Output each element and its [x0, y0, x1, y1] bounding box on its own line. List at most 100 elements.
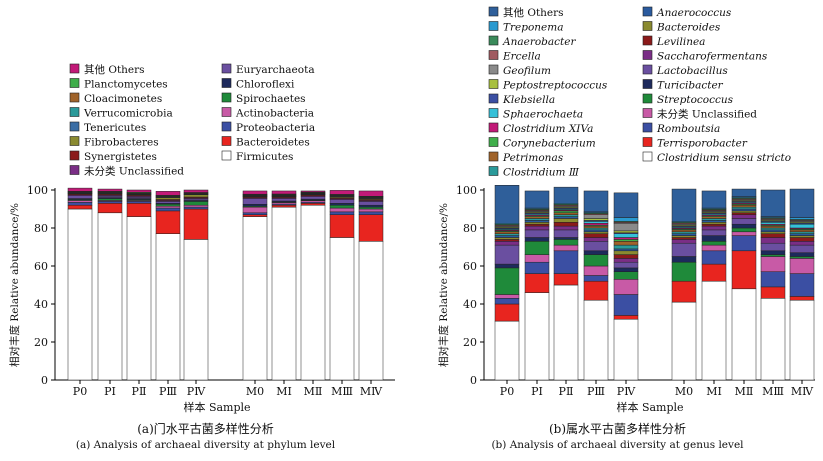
legend-label-synergistetes: Synergistetes [84, 151, 157, 163]
x-tick-label-p: PⅠ [531, 385, 543, 398]
bar-segment-others-m [271, 190, 297, 195]
bar-segment-bacteroidetes-p [97, 203, 123, 214]
x-tick-label-m: MⅢ [331, 385, 353, 398]
bar-segment-actinobacteria-p [155, 205, 181, 209]
y-tick-label: 80 [463, 222, 477, 235]
x-tick-label-m: MⅢ [762, 385, 784, 398]
bar-segment-bacteroides-p [613, 250, 639, 255]
legend-label-sphaerochaeta: Sphaerochaeta [503, 109, 583, 121]
bar-segment-romboutsia-p [613, 294, 639, 316]
legend-label-clostridium-xiva: Clostridium XIVa [503, 123, 593, 135]
legend-swatch-others [488, 6, 499, 17]
legend-swatch-actinobacteria [221, 107, 232, 117]
legend-swatch-chloroflexi [221, 78, 232, 88]
legend-swatch-bacteroidetes [221, 136, 232, 146]
bar-segment-proteobacteria-p [183, 206, 209, 210]
bar-segment-terrisporobacter-m0 [671, 280, 697, 303]
bar-segment-bacteroides-m [701, 222, 727, 225]
bar-segment-geofilum-p [613, 223, 639, 232]
bar-segment-turicibacter-p [524, 237, 550, 242]
bar-segment-spirochaetes-p [155, 204, 181, 207]
bar-segment-unclassified-m [760, 256, 786, 272]
legend-swatch-unclassified [69, 165, 80, 175]
bar-segment-streptococcus-p [583, 254, 609, 267]
bar-segment-bacteroides-p [583, 231, 609, 234]
legend-swatch-corynebacterium [488, 137, 499, 147]
bar-segment-treponema-p [613, 217, 639, 222]
caption-a-chinese: (a)门水平古菌多样性分析 [137, 422, 274, 436]
bar-segment-clostridium-m [701, 218, 727, 221]
bar-segment-bacteroidetes-m [300, 203, 326, 206]
x-tick-label-m: MⅣ [791, 385, 814, 398]
legend-label-others: 其他 Others [84, 63, 145, 76]
x-tick-label-p: PⅡ [559, 385, 574, 398]
bar-segment-lactobacillus-p [524, 229, 550, 238]
bar-segment-levilinea-m [760, 233, 786, 238]
bar-segment-lactobacillus-p [583, 241, 609, 252]
legend-label-peptostreptococcus: Peptostreptococcus [502, 80, 608, 92]
bar-segment-romboutsia-m [731, 235, 757, 252]
bar-segment-levilinea-m [701, 223, 727, 227]
legend-swatch-turicibacter [642, 79, 653, 89]
legend-swatch-streptococcus [642, 93, 653, 104]
bar-segment-euryarchaeota-m [329, 199, 355, 204]
legend-swatch-others [69, 63, 80, 74]
bar-segment-lactobacillus-m [789, 244, 815, 253]
legend-label-ercella: Ercella [502, 51, 541, 63]
bar-segment-others-m [701, 190, 727, 209]
bar-segment-romboutsia-m [789, 273, 815, 297]
legend-swatch-petrimonas [488, 151, 499, 162]
bar-segment-streptococcus-p0 [494, 267, 520, 295]
legend-swatch-ercella [488, 50, 499, 60]
bar-segment-unclassified-m [701, 244, 727, 252]
bar-segment-lactobacillus-m0 [671, 242, 697, 257]
bar-segment-bacteroides-m [760, 231, 786, 234]
bar-segment-clostridium-sensu-stricto-m [760, 298, 786, 381]
bar-segment-unclassified-p [613, 279, 639, 295]
legend-label-bacteroidetes: Bacteroidetes [236, 137, 310, 149]
legend-swatch-firmicutes [221, 150, 232, 161]
bar-segment-lactobacillus-m [731, 218, 757, 225]
bar-segment-peptostreptococcus-p [583, 218, 609, 221]
bar-segment-actinobacteria-p0 [67, 200, 93, 203]
bar-segment-levilinea-p [553, 222, 579, 227]
bar-segment-anaerococcus-p [553, 216, 579, 219]
bar-segment-bacteroides-m0 [671, 235, 697, 238]
x-tick-label-m: MⅡ [304, 385, 323, 398]
legend-swatch-clostridium-sensu-stricto [642, 151, 653, 162]
bar-segment-others-m [329, 190, 355, 195]
legend-swatch-bacteroides [642, 21, 653, 31]
bar-segment-bacteroidetes-p [155, 210, 181, 234]
bar-segment-firmicutes-p [183, 239, 209, 381]
bar-segment-terrisporobacter-m [701, 263, 727, 282]
bar-segment-others-p [183, 189, 209, 193]
bar-segment-levilinea-p [583, 233, 609, 238]
x-tick-label-p0: P0 [73, 385, 87, 398]
bar-segment-spirochaetes-m [358, 206, 384, 210]
bar-segment-saccharofermentans-p [583, 237, 609, 242]
legend-swatch-sphaerochaeta [488, 108, 499, 118]
bar-segment-proteobacteria-m0 [242, 212, 268, 215]
legend-label-petrimonas: Petrimonas [502, 152, 564, 164]
bar-segment-saccharofermentans-m [789, 241, 815, 246]
bar-segment-saccharofermentans-m [701, 225, 727, 231]
bar-segment-terrisporobacter-m [731, 250, 757, 290]
bar-segment-petrimonas-p [583, 225, 609, 229]
y-tick-label: 80 [34, 222, 48, 235]
legend-swatch-planctomycetes [69, 78, 80, 88]
legend-label-verrucomicrobia: Verrucomicrobia [83, 108, 173, 120]
y-tick-label: 20 [34, 336, 48, 349]
legend-swatch-geofilum [488, 64, 499, 75]
bar-segment-clostridium-p [553, 214, 579, 217]
bar-segment-clostridium-m [760, 227, 786, 231]
legend-swatch-terrisporobacter [642, 137, 653, 147]
bar-segment-romboutsia-m [760, 271, 786, 288]
bar-segment-bacteroides-m [731, 210, 757, 214]
bar-segment-sphaerochaeta-p [583, 221, 609, 224]
bar-segment-levilinea-p [613, 254, 639, 259]
x-tick-label-m0: M0 [246, 385, 264, 398]
bar-segment-firmicutes-m [358, 241, 384, 381]
bar-segment-sphaerochaeta-m [789, 223, 815, 229]
bar-segment-anaerococcus-p [583, 229, 609, 233]
bar-segment-clostridium-p0 [494, 233, 520, 236]
